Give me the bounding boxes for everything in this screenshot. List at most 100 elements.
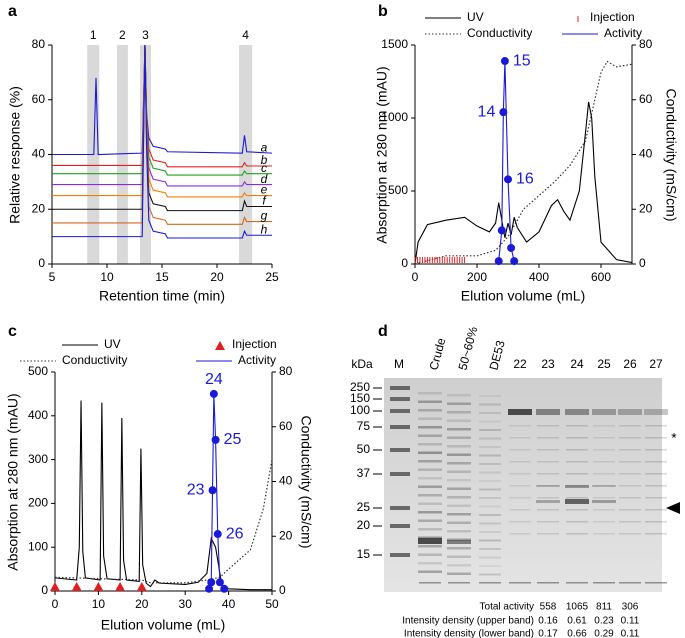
gel-band xyxy=(509,473,531,475)
panel-letter: a xyxy=(8,3,17,20)
x-axis-title: Elution volume (mL) xyxy=(461,288,586,304)
gel-band xyxy=(418,536,442,539)
gel-band xyxy=(509,582,531,584)
gel-band xyxy=(447,555,471,558)
point-label: 14 xyxy=(478,103,496,120)
ladder-band xyxy=(390,448,410,452)
y2-tick-label: 0 xyxy=(639,256,646,270)
point xyxy=(205,584,214,593)
gel-band xyxy=(447,419,471,422)
y-tick-label: 1000 xyxy=(381,110,408,124)
gel-band xyxy=(593,533,615,535)
gel-band xyxy=(479,514,501,516)
marker-label: 50 xyxy=(357,442,371,456)
series-line xyxy=(52,44,272,239)
band-label: 2 xyxy=(119,28,126,42)
gel-band xyxy=(447,564,471,567)
gel-band xyxy=(537,461,559,463)
point-label: 25 xyxy=(224,431,242,448)
gel-band xyxy=(509,437,531,439)
y-tick-label: 60 xyxy=(32,92,46,106)
gel-band xyxy=(447,521,471,524)
y-tick-label: 200 xyxy=(28,496,48,510)
unit-label: kDa xyxy=(351,357,373,371)
gel-band xyxy=(537,437,559,439)
series-line xyxy=(54,400,272,591)
y2-tick-label: 40 xyxy=(279,474,293,488)
injection-mark xyxy=(136,582,147,591)
y-tick-label: 0 xyxy=(38,256,45,270)
gel-band xyxy=(418,519,442,522)
gel-band xyxy=(566,473,588,475)
y-tick-label: 80 xyxy=(32,37,46,51)
gel-band xyxy=(566,449,588,451)
x-tick-label: 400 xyxy=(529,270,549,284)
gel-band xyxy=(566,509,588,511)
gel-band xyxy=(536,500,560,503)
gel-band xyxy=(447,411,471,414)
point-label: 26 xyxy=(226,525,244,542)
injection-mark xyxy=(71,582,82,591)
marker-label: 250 xyxy=(350,380,370,394)
legend-label: Activity xyxy=(604,26,642,40)
y-tick-label: 20 xyxy=(32,201,46,215)
point xyxy=(507,243,516,252)
table-row-label: Intensity density (lower band) xyxy=(404,629,534,638)
table-cell: 558 xyxy=(540,602,557,613)
x-tick-label: 5 xyxy=(49,270,56,284)
gel-band xyxy=(509,485,531,487)
table-cell: 0.11 xyxy=(621,629,640,638)
point xyxy=(208,486,217,495)
gel-band xyxy=(593,497,615,499)
y-tick-label: 300 xyxy=(28,452,48,466)
y-tick-label: 500 xyxy=(28,364,48,378)
gel-band xyxy=(447,538,471,541)
point-label: 23 xyxy=(187,481,205,498)
point-label: 24 xyxy=(205,371,223,388)
gel-band xyxy=(537,509,559,511)
panel-letter: d xyxy=(378,323,388,340)
gel-band xyxy=(447,487,471,490)
gel-band xyxy=(447,479,471,482)
gel-band xyxy=(479,548,501,550)
y2-axis-title: Conductivity (mS/cm) xyxy=(298,415,314,548)
x-axis-title: Retention time (min) xyxy=(99,288,225,304)
point xyxy=(494,257,503,266)
gel-band xyxy=(418,426,442,429)
gel-band xyxy=(537,521,559,523)
gel-band xyxy=(447,470,471,473)
gel-band xyxy=(479,480,501,482)
gel-band xyxy=(447,513,471,516)
table-cell: 1065 xyxy=(566,602,589,613)
series-label: b xyxy=(261,153,268,167)
x-axis-title: Elution volume (mL) xyxy=(101,617,226,633)
marker-label: 15 xyxy=(357,547,371,561)
gel-band xyxy=(592,485,616,487)
gel-band xyxy=(447,547,471,550)
gel-band xyxy=(619,449,641,451)
gel-band xyxy=(618,409,642,415)
gel-band xyxy=(566,533,588,535)
gel-band xyxy=(447,540,471,544)
gel-band xyxy=(645,449,667,451)
point xyxy=(207,578,216,587)
series-label: f xyxy=(262,194,267,208)
gel-band xyxy=(645,497,667,499)
gel-band xyxy=(509,425,531,427)
lane-label: DE53 xyxy=(486,339,507,372)
gel-band xyxy=(447,402,471,405)
gel-band xyxy=(418,451,442,454)
gel-band xyxy=(619,425,641,427)
x-tick-label: 30 xyxy=(179,597,193,611)
x-tick-label: 20 xyxy=(210,270,224,284)
gel-band xyxy=(593,425,615,427)
y2-tick-label: 0 xyxy=(279,583,286,597)
lane-label: 26 xyxy=(623,357,637,371)
gel-band xyxy=(593,461,615,463)
injection-mark xyxy=(215,341,225,350)
gel-band xyxy=(418,392,442,395)
y2-tick-label: 20 xyxy=(639,201,653,215)
y2-tick-label: 40 xyxy=(639,147,653,161)
gel-band xyxy=(645,533,667,535)
gel-band xyxy=(479,429,501,431)
